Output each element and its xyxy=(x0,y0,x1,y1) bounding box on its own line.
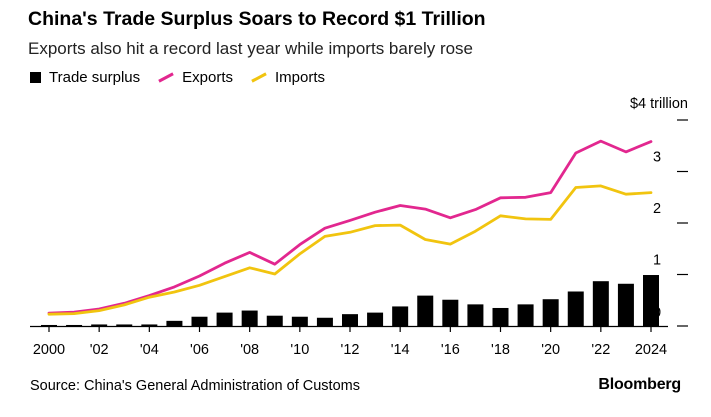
x-tick-label: '20 xyxy=(541,342,560,358)
x-tick-label: '08 xyxy=(240,342,259,358)
bar-trade-surplus xyxy=(316,317,333,326)
bar-trade-surplus xyxy=(517,304,534,326)
y-tick-label: 3 xyxy=(653,150,661,166)
y-tick-label: 2 xyxy=(653,201,661,217)
chart-subtitle: Exports also hit a record last year whil… xyxy=(28,39,474,58)
x-tick-label: 2000 xyxy=(33,342,65,358)
bar-trade-surplus xyxy=(392,306,409,326)
x-tick-label: '10 xyxy=(290,342,309,358)
bloomberg-logo: Bloomberg xyxy=(598,376,681,393)
x-tick-label: '14 xyxy=(391,342,410,358)
source-note: Source: China's General Administration o… xyxy=(30,378,360,394)
x-tick-label: 2024 xyxy=(635,342,667,358)
bar-trade-surplus xyxy=(367,312,384,326)
bar-trade-surplus xyxy=(191,316,208,326)
line-exports xyxy=(47,139,653,315)
bar-trade-surplus xyxy=(592,281,609,326)
bar-trade-surplus xyxy=(417,295,434,326)
bar-trade-surplus xyxy=(116,324,133,326)
bar-trade-surplus xyxy=(216,312,233,326)
bar-trade-surplus xyxy=(41,324,57,326)
bar-trade-surplus xyxy=(291,316,308,326)
x-tick-label: '16 xyxy=(441,342,460,358)
bar-trade-surplus xyxy=(141,324,158,326)
bar-trade-surplus xyxy=(467,304,484,326)
bar-trade-surplus xyxy=(91,324,108,326)
legend-item-surplus: Trade surplus xyxy=(30,69,140,86)
legend-item-exports: Exports xyxy=(158,69,233,86)
legend: Trade surplus Exports Imports xyxy=(30,69,343,86)
bar-trade-surplus xyxy=(166,320,183,326)
y-tick-label: $4 trillion xyxy=(630,96,688,112)
x-tick-label: '02 xyxy=(90,342,109,358)
bar-trade-surplus xyxy=(241,310,258,326)
legend-label-surplus: Trade surplus xyxy=(49,69,141,86)
bar-trade-surplus xyxy=(442,299,459,326)
bar-trade-surplus xyxy=(342,314,358,326)
legend-swatch-surplus xyxy=(30,72,41,83)
chart-title: China's Trade Surplus Soars to Record $1… xyxy=(28,8,486,30)
y-tick-label: 1 xyxy=(653,253,661,269)
bar-trade-surplus xyxy=(66,324,83,326)
bar-trade-surplus xyxy=(266,315,283,326)
legend-label-exports: Exports xyxy=(182,69,234,86)
bar-trade-surplus xyxy=(567,291,584,326)
x-tick-label: '04 xyxy=(140,342,159,358)
line-imports xyxy=(47,184,653,316)
bar-trade-surplus xyxy=(542,299,559,326)
legend-label-imports: Imports xyxy=(275,69,326,86)
bar-trade-surplus xyxy=(492,307,509,326)
x-tick-label: '22 xyxy=(591,342,610,358)
bar-trade-surplus xyxy=(617,283,634,326)
bar-trade-surplus xyxy=(643,275,659,326)
x-tick-label: '06 xyxy=(190,342,209,358)
x-tick-label: '12 xyxy=(341,342,360,358)
x-tick-label: '18 xyxy=(491,342,510,358)
legend-item-imports: Imports xyxy=(251,69,325,86)
